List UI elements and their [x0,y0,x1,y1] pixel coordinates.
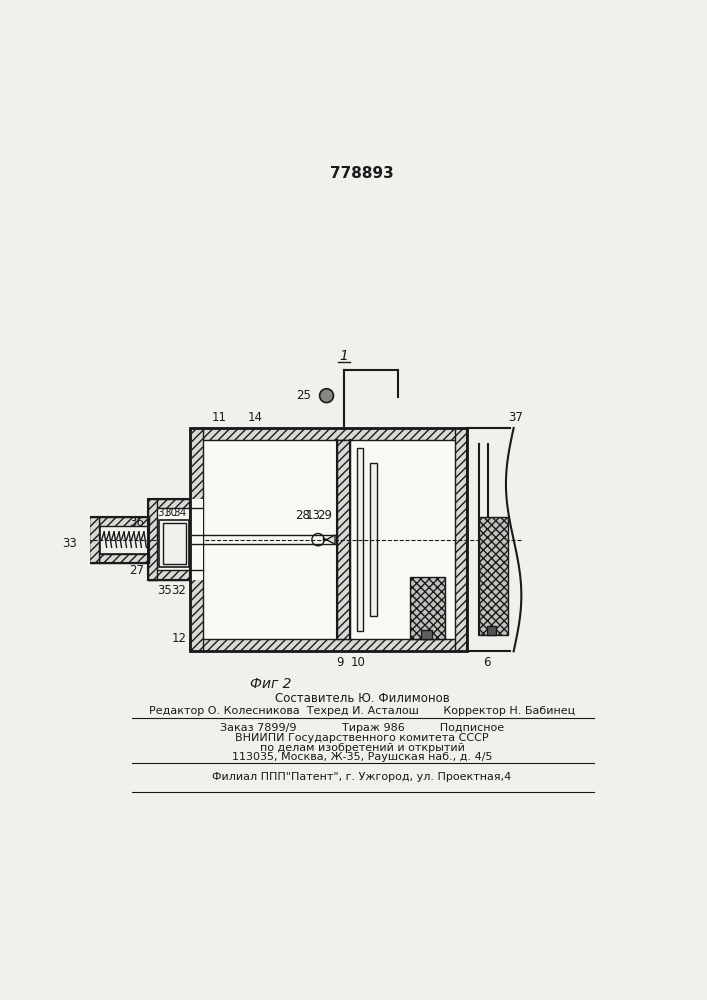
Text: ВНИИПИ Государственного комитета СССР: ВНИИПИ Государственного комитета СССР [235,733,489,743]
Text: 37: 37 [508,411,523,424]
Text: 35: 35 [158,584,173,597]
Bar [455,428,467,651]
Text: Составитель Ю. Филимонов: Составитель Ю. Филимонов [274,692,450,705]
Bar [190,639,467,651]
Bar [356,448,363,631]
Text: 30: 30 [165,508,177,518]
Text: 6: 6 [483,656,491,669]
Bar [190,428,467,651]
Bar [148,499,190,580]
Bar [89,517,98,563]
Bar [98,517,149,526]
Text: Филиал ППП"Патент", г. Ужгород, ул. Проектная,4: Филиал ППП"Патент", г. Ужгород, ул. Прое… [212,772,512,782]
Bar [100,526,148,554]
Bar [370,463,377,616]
Bar [421,630,432,639]
Text: по делам изобретений и открытий: по делам изобретений и открытий [259,743,464,753]
Circle shape [320,389,334,403]
Text: 34: 34 [174,508,187,518]
Bar [479,517,508,635]
Text: 113035, Москва, Ж-35, Раушская наб., д. 4/5: 113035, Москва, Ж-35, Раушская наб., д. … [232,752,492,762]
Text: 9: 9 [337,656,344,669]
Bar [148,570,190,580]
Text: 29: 29 [317,509,332,522]
Bar [148,499,190,508]
Text: 13: 13 [306,509,321,522]
Bar [190,428,203,651]
Text: Редактор О. Колесникова  Техред И. Асталош       Корректор Н. Бабинец: Редактор О. Колесникова Техред И. Астало… [149,706,575,716]
Text: 25: 25 [296,389,311,402]
Bar [190,428,467,651]
Text: Фиг 2: Фиг 2 [250,677,292,691]
Bar [190,428,467,440]
Bar [89,517,149,563]
Polygon shape [324,535,335,544]
Text: 1: 1 [340,349,349,363]
Text: 778893: 778893 [330,166,394,181]
Text: 31: 31 [157,508,170,518]
Text: 32: 32 [171,584,186,597]
Text: Заказ 7899/9             Тираж 986          Подписное: Заказ 7899/9 Тираж 986 Подписное [220,723,504,733]
Bar [148,499,190,580]
Text: 12: 12 [171,632,187,645]
Bar [486,626,496,635]
Bar [98,554,149,563]
Text: 11: 11 [212,411,227,424]
Text: 33: 33 [62,537,77,550]
Text: 27: 27 [129,564,144,577]
Bar [190,499,203,580]
Bar [158,520,189,567]
Text: 14: 14 [247,411,262,424]
Bar [337,440,351,639]
Bar [411,577,445,639]
Text: 10: 10 [351,656,366,669]
Text: 36: 36 [129,516,144,529]
Bar [163,523,187,564]
Text: 28: 28 [296,509,310,522]
Bar [148,499,157,580]
